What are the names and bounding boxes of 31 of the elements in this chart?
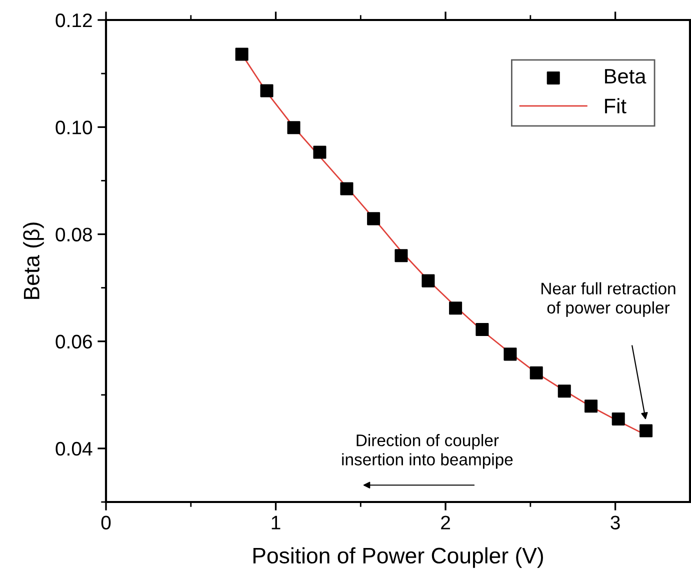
annotation: Direction of coupler insertion into beampipe xyxy=(342,434,513,469)
annotation: Near full retraction of power coupler xyxy=(542,282,676,317)
point xyxy=(612,412,625,426)
point xyxy=(287,121,300,134)
point xyxy=(640,424,653,438)
point xyxy=(235,48,248,61)
x-tick-label: 3 xyxy=(610,516,620,530)
y-axis-title: Beta (β) xyxy=(23,222,44,299)
legend-label: Beta xyxy=(605,69,646,84)
point xyxy=(340,182,354,196)
y-tick-label: 0.04 xyxy=(56,442,92,456)
point xyxy=(394,249,408,262)
point xyxy=(476,323,489,336)
y-tick-label: 0.10 xyxy=(56,120,92,134)
y-tick-label: 0.06 xyxy=(56,334,92,349)
point xyxy=(449,302,462,315)
point xyxy=(504,348,517,361)
point xyxy=(558,384,571,398)
x-tick-label: 0 xyxy=(101,516,111,530)
point xyxy=(422,274,435,288)
y-tick-label: 0.08 xyxy=(56,228,92,242)
x-tick-label: 2 xyxy=(441,516,450,530)
point xyxy=(584,400,598,413)
x-axis-title: Position of Power Coupler (V) xyxy=(253,547,543,568)
point xyxy=(367,212,380,226)
point xyxy=(530,366,543,380)
point xyxy=(313,146,326,159)
point xyxy=(260,84,274,98)
y-tick-label: 0.12 xyxy=(56,13,92,28)
x-tick-label: 1 xyxy=(272,516,280,530)
legend-label: Fit xyxy=(605,98,626,114)
